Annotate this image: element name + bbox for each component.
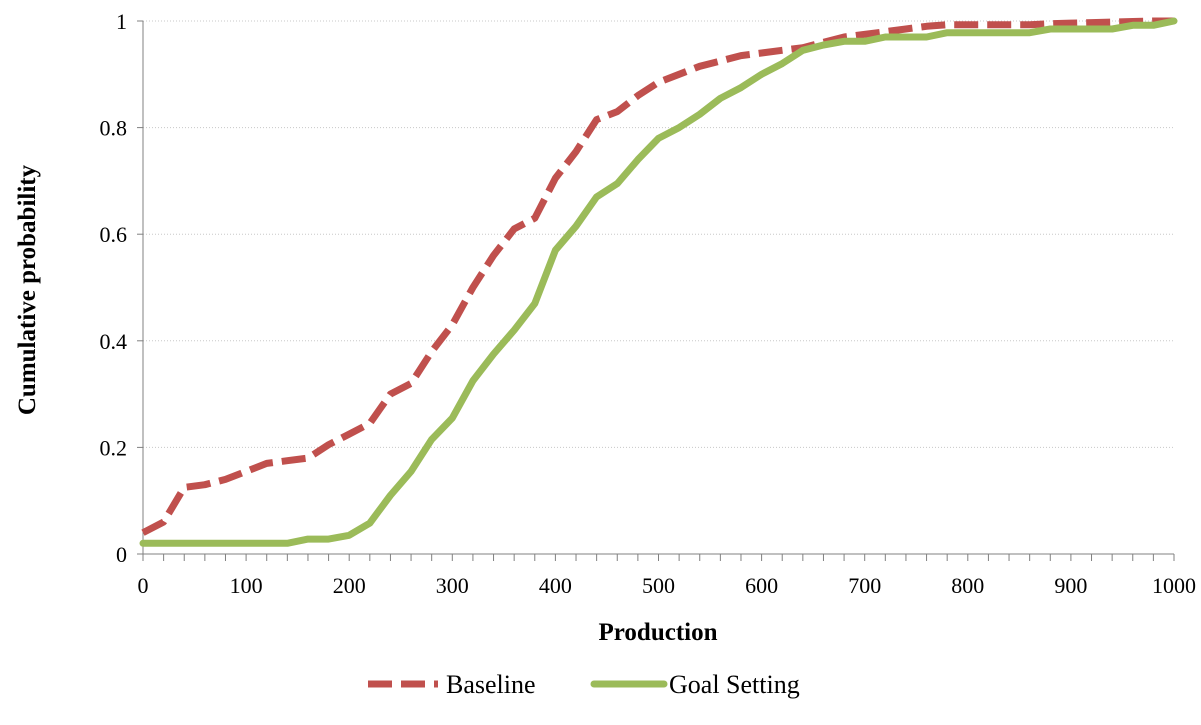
y-tick-label-3: 0.6 (100, 222, 128, 247)
x-tick-label-7: 700 (848, 573, 881, 598)
x-axis-title: Production (599, 619, 718, 646)
y-tick-label-4: 0.8 (100, 116, 128, 141)
x-tick-label-5: 500 (642, 573, 675, 598)
series-lines (139, 17, 1178, 547)
x-tick-label-10: 1000 (1152, 573, 1196, 598)
x-tick-label-6: 600 (745, 573, 778, 598)
y-tick-label-0: 0 (116, 542, 127, 567)
y-tick-label-1: 0.2 (100, 435, 128, 460)
x-tick-label-0: 0 (138, 573, 149, 598)
x-tick-label-1: 100 (230, 573, 263, 598)
series-line-baseline (141, 17, 1174, 536)
x-tick-label-3: 300 (436, 573, 469, 598)
x-tick-label-2: 200 (333, 573, 366, 598)
y-axis-title: Cumulative probability (14, 164, 41, 415)
x-tick-label-4: 400 (539, 573, 572, 598)
y-tick-labels: 0 0.2 0.4 0.6 0.8 1 (100, 9, 128, 567)
axes (137, 20, 1175, 561)
series-line-goal-setting (139, 17, 1178, 547)
x-tick-labels: 0 100 200 300 400 500 600 700 800 900 1000 (138, 573, 1197, 598)
x-tick-label-8: 800 (951, 573, 984, 598)
y-tick-label-5: 1 (116, 9, 127, 34)
gridlines (143, 20, 1174, 448)
legend: Baseline Goal Setting (368, 670, 800, 699)
legend-label-goal-setting: Goal Setting (669, 670, 800, 699)
legend-label-baseline: Baseline (446, 670, 536, 699)
x-tick-label-9: 900 (1054, 573, 1087, 598)
y-tick-label-2: 0.4 (100, 329, 128, 354)
